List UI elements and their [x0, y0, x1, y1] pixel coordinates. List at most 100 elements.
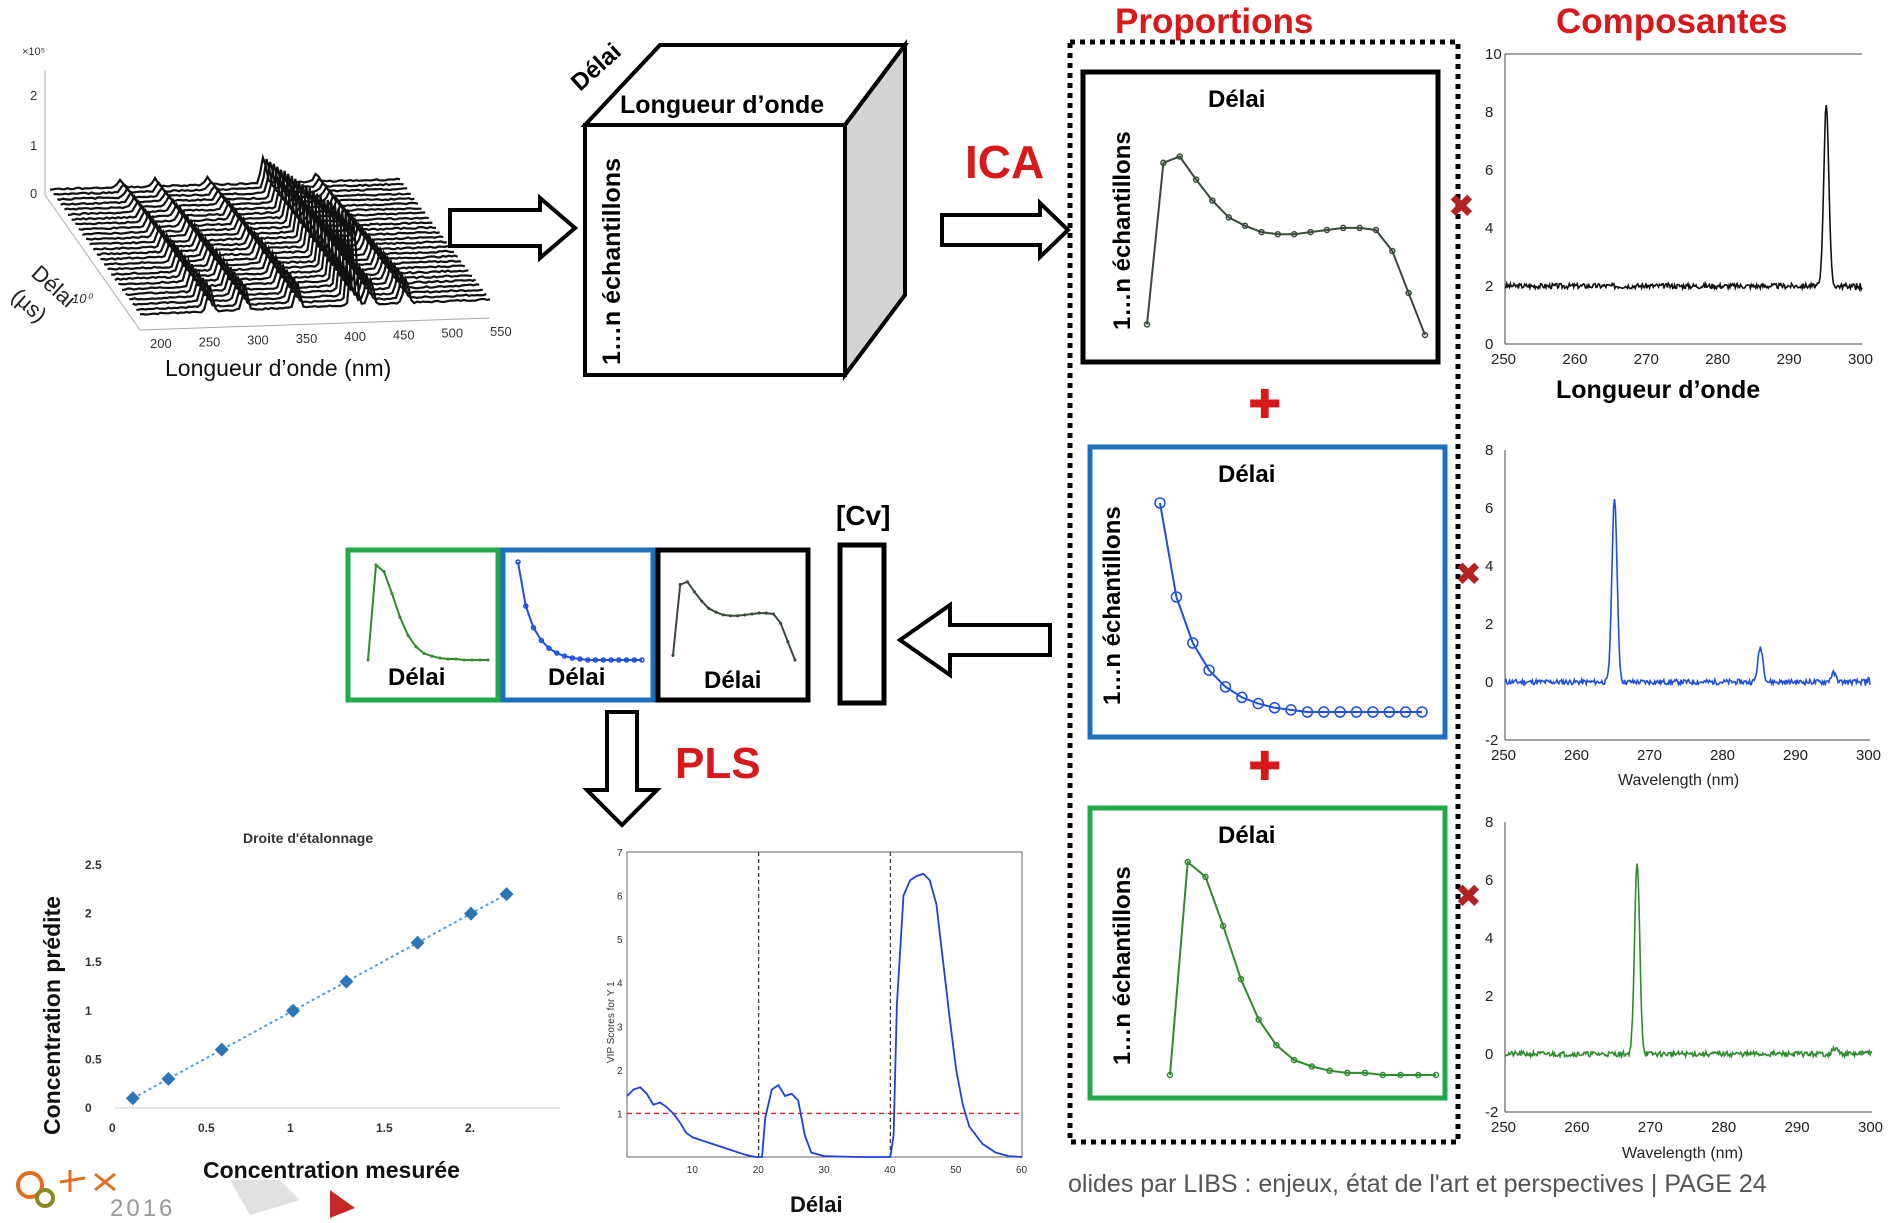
component-2-spectrum: 250 260 270 280 290 300 -2 0 2 4 6 8: [1485, 442, 1881, 764]
component-1-xlabel: Longueur d’onde: [1556, 376, 1760, 404]
logo-year: 2016: [110, 1195, 175, 1218]
proportion-marker: [786, 640, 790, 644]
proportion-marker: [1274, 230, 1282, 238]
proportion-marker: [577, 656, 583, 662]
proportion-box-1-frame: [1080, 69, 1441, 365]
scores-box-black: Délai: [655, 547, 811, 703]
spectra-3d-x-tick: 200: [150, 336, 172, 351]
plus-sign: ✚: [1248, 383, 1282, 427]
proportion-marker: [1166, 1071, 1174, 1079]
proportion-box-1: Délai 1…n échantillons: [1080, 69, 1441, 365]
spectrum-trace: [64, 166, 415, 211]
proportion-marker: [692, 590, 697, 594]
scores-black-curve: [671, 580, 797, 662]
proportion-line: [1169, 859, 1436, 1076]
proportion-marker: [1350, 706, 1363, 718]
plus-sign: ✚: [1248, 745, 1282, 789]
proportion-marker: [530, 624, 537, 631]
multiply-icon: ✖: [1455, 878, 1482, 914]
calibration-title: Droite d'étalonnage: [243, 830, 373, 846]
proportion-marker: [1416, 706, 1428, 718]
proportion-3-curve: [1166, 858, 1440, 1079]
proportion-box-3-title: Délai: [1218, 822, 1275, 849]
spectrum-trace: [60, 163, 411, 206]
scores-box-green-frame: [345, 547, 501, 703]
spectrum-trace: [82, 178, 433, 236]
component-x-tick: 300: [1858, 1119, 1883, 1136]
calibration-xlabel: Concentration mesurée: [203, 1157, 460, 1183]
vip-y-tick: 4: [617, 979, 623, 990]
component-x-tick: 280: [1711, 1119, 1736, 1136]
proportion-marker: [1356, 224, 1363, 232]
proportion-marker: [779, 621, 783, 625]
proportion-box-2-frame: [1087, 444, 1448, 740]
vip-y-tick: 1: [617, 1109, 623, 1120]
component-3-spectrum: 250 260 270 280 290 300 -2 0 2 4 6 8: [1485, 814, 1883, 1136]
proportion-marker: [616, 657, 622, 663]
multiply-icon: ✖: [1448, 188, 1475, 224]
proportion-marker: [1379, 1071, 1387, 1079]
spectra-3d-plot: ×10⁵ 2 1 0 200 250 300 350 400 450 500 550 Déla…: [7, 46, 512, 381]
proportion-marker: [671, 653, 675, 657]
proportion-line: [1146, 155, 1426, 336]
component-y-tick: 2: [1485, 278, 1493, 295]
proportion-marker: [1255, 1016, 1262, 1023]
cube-top-label: Longueur d’onde: [620, 91, 824, 119]
proportion-marker: [546, 645, 552, 651]
spectrum-trace: [100, 190, 451, 261]
proportion-marker: [1187, 637, 1199, 649]
spectra-3d-y-axis: [44, 194, 141, 331]
scores-box-green-label: Délai: [388, 664, 445, 691]
proportion-marker: [438, 656, 442, 660]
vip-y-tick: 2: [617, 1066, 623, 1077]
component-y-tick: -2: [1485, 732, 1498, 749]
proportion-marker: [678, 583, 682, 587]
spectra-3d-z-tick: 0: [30, 186, 37, 201]
proportions-dotted-frame: [1067, 39, 1461, 1145]
vip-y-tick: 7: [617, 848, 623, 859]
spectra-3d-y-tick: 10⁰: [72, 291, 93, 306]
component-y-tick: 8: [1485, 442, 1493, 459]
component-spectrum-line: [1504, 498, 1871, 688]
spectrum-trace: [96, 187, 447, 256]
proportion-marker: [600, 657, 607, 663]
proportion-marker: [623, 657, 630, 663]
calibration-x-tick: 1: [287, 1121, 294, 1135]
calibration-x-tick: 0.5: [198, 1121, 215, 1135]
spectrum-trace: [57, 161, 408, 201]
spectrum-trace: [92, 185, 444, 251]
spectra-3d-x-tick: 350: [296, 331, 318, 346]
component-x-tick: 280: [1705, 351, 1730, 368]
proportion-marker: [714, 610, 718, 614]
component-x-tick: 260: [1564, 1119, 1589, 1136]
scores-box-blue-frame: [500, 547, 656, 703]
proportion-marker: [561, 653, 568, 659]
component-x-tick: 270: [1638, 1119, 1663, 1136]
vip-y-tick: 5: [617, 935, 623, 946]
proportion-marker: [700, 599, 704, 603]
proportion-marker: [685, 580, 689, 584]
proportion-marker: [728, 614, 732, 618]
proportion-box-2-ylabel: 1…n échantillons: [1099, 506, 1126, 705]
component-x-tick: 300: [1856, 747, 1881, 764]
spectrum-trace: [132, 212, 483, 306]
calibration-point: [499, 887, 514, 902]
proportion-marker: [1326, 1067, 1333, 1074]
proportion-box-3-frame: [1087, 805, 1448, 1101]
spectra-3d-traces: [49, 153, 491, 316]
proportion-marker: [1237, 975, 1245, 983]
proportion-marker: [1361, 1069, 1369, 1077]
composantes-heading: Composantes: [1556, 2, 1787, 41]
cube-front-face: [583, 123, 847, 377]
proportion-marker: [523, 603, 529, 609]
component-y-tick: 6: [1485, 500, 1493, 517]
proportion-marker: [1290, 1056, 1298, 1064]
component-x-tick: 260: [1562, 351, 1587, 368]
calibration-y-tick: 0.5: [85, 1052, 102, 1066]
proportion-marker: [446, 657, 450, 661]
calibration-point: [161, 1071, 176, 1086]
data-cube: Longueur d’onde 1…n échantillons Délai: [566, 38, 909, 381]
component-y-tick: 4: [1485, 558, 1493, 575]
proportion-marker: [1241, 222, 1249, 230]
proportion-box-1-ylabel: 1…n échantillons: [1109, 131, 1136, 330]
